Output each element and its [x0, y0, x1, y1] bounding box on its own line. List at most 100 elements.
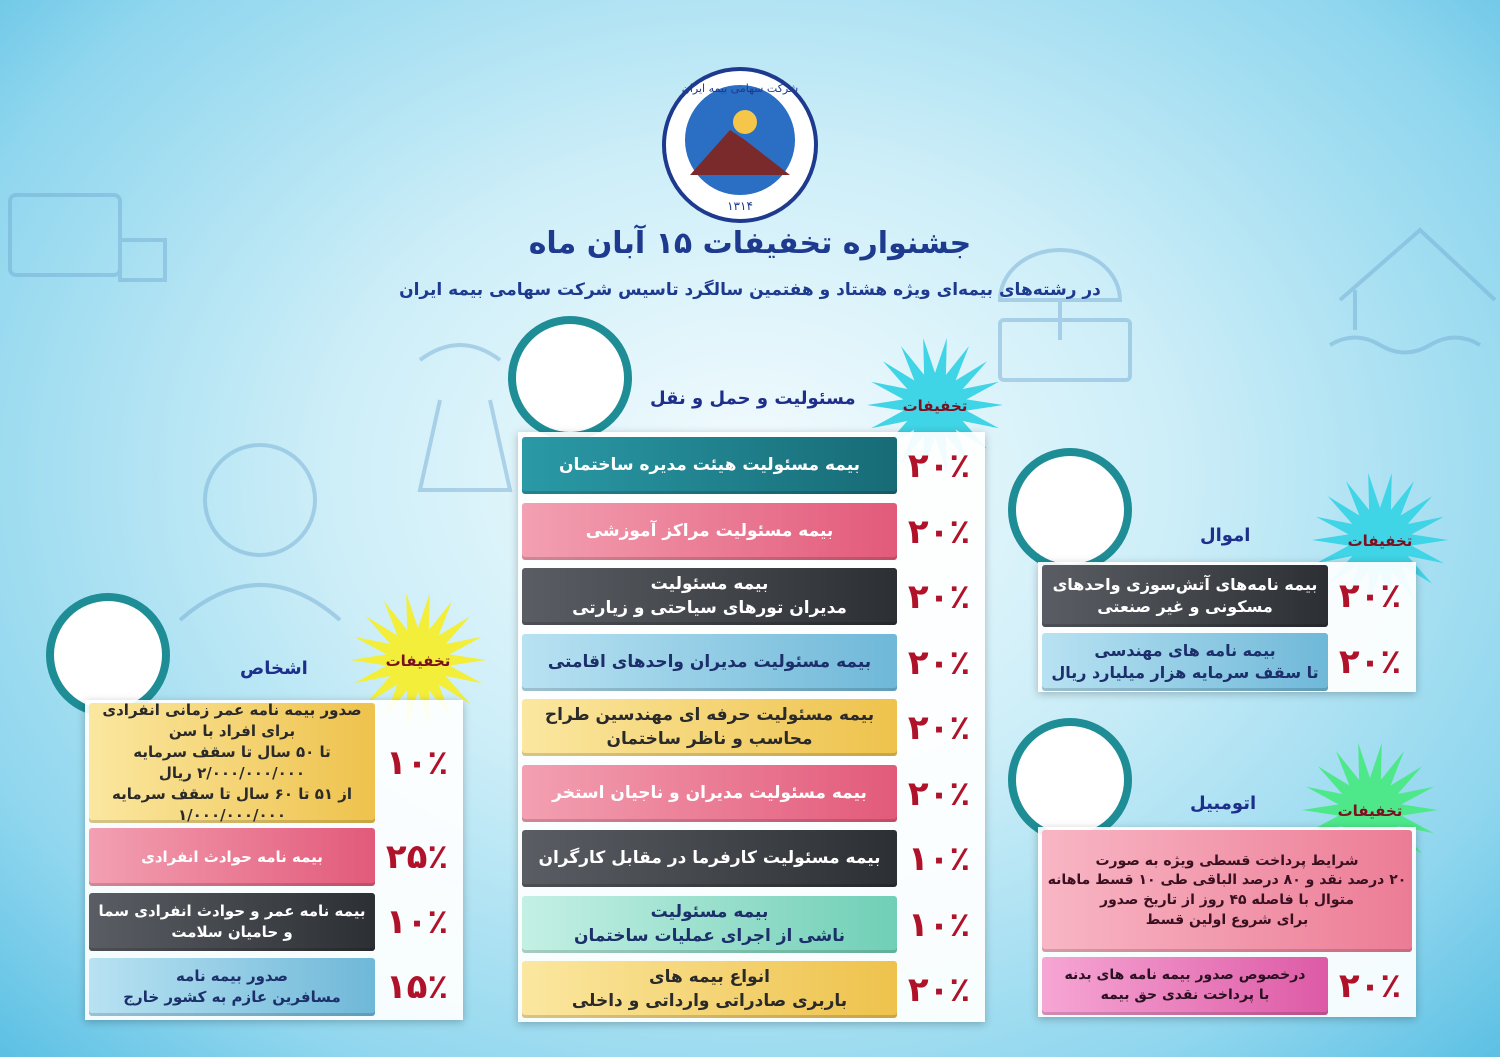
section-heading: اشخاص [240, 658, 308, 679]
item-discount: ۲۰٪ [907, 969, 971, 1010]
item-bar: بیمه مسئولیت مدیران واحدهای اقامتی [522, 634, 897, 691]
item-bar: بیمه نامه‌های آتش‌سوزی واحدهای مسکونی و غ… [1042, 565, 1328, 627]
logo-year: ۱۳۱۴ [727, 199, 753, 213]
logo-sun [733, 110, 757, 134]
section-icon [1008, 718, 1132, 842]
section-icon [1008, 448, 1132, 572]
item-text: بیمه نامه حوادث انفرادی [141, 847, 323, 866]
item-row: بیمه مسئولیت هیئت مدیره ساختمان ۲۰٪ [522, 437, 981, 494]
badge-star [867, 338, 1003, 472]
item-bar: بیمه مسئولیت هیئت مدیره ساختمان [522, 437, 897, 494]
section-panel: صدور بیمه نامه عمر زمانی انفرادی برای اف… [85, 700, 463, 1020]
item-discount: ۱۰٪ [385, 902, 449, 942]
item-text: صدور بیمه نامه [175, 967, 289, 985]
item-row: انواع بیمه های باربری صادراتی وارداتی و د… [522, 961, 981, 1018]
item-row: بیمه مسئولیت ناشی از اجرای عملیات ساختمان… [522, 896, 981, 953]
logo-mountain [690, 130, 790, 175]
badge-text: تخفیفات [1348, 532, 1413, 550]
item-text: مسکونی و غیر صنعتی [1097, 597, 1273, 616]
item-discount: ۱۰٪ [907, 838, 971, 879]
item-text: ناشی از اجرای عملیات ساختمان [574, 925, 845, 946]
item-bar: انواع بیمه های باربری صادراتی وارداتی و د… [522, 961, 897, 1018]
section-panel: بیمه نامه‌های آتش‌سوزی واحدهای مسکونی و غ… [1038, 562, 1416, 692]
item-row: بیمه مسئولیت مدیران تورهای سیاحتی و زیارت… [522, 568, 981, 625]
section-panel: شرایط پرداخت قسطی ویژه به صورت ۲۰ درصد نق… [1038, 827, 1416, 1017]
item-discount: ۲۰٪ [1338, 576, 1402, 616]
item-text: و حامیان سلامت [171, 923, 293, 941]
item-text: بیمه نامه عمر و حوادث انفرادی سما [98, 902, 366, 920]
item-discount: ۲۰٪ [1338, 642, 1402, 682]
item-text: بیمه مسئولیت [650, 573, 769, 594]
item-text: برای شروع اولین قسط [1145, 911, 1309, 928]
item-row: بیمه نامه های مهندسی تا سقف سرمایه هزار م… [1042, 633, 1412, 691]
logo-name: شرکت سهامی بیمه ایران [682, 82, 798, 95]
item-row: درخصوص صدور بیمه نامه های بدنه با پرداخت … [1042, 957, 1412, 1015]
item-text: مدیران تورهای سیاحتی و زیارتی [572, 597, 847, 618]
item-discount: ۱۰٪ [907, 904, 971, 945]
item-bar: بیمه نامه های مهندسی تا سقف سرمایه هزار م… [1042, 633, 1328, 691]
item-bar: بیمه مسئولیت مدیران تورهای سیاحتی و زیارت… [522, 568, 897, 625]
item-text: بیمه نامه‌های آتش‌سوزی واحدهای [1052, 574, 1318, 594]
item-row: بیمه مسئولیت مراکز آموزشی ۲۰٪ [522, 503, 981, 560]
item-row: بیمه مسئولیت مدیران و ناجیان استخر ۲۰٪ [522, 765, 981, 822]
item-row: بیمه نامه حوادث انفرادی ۲۵٪ [89, 828, 459, 886]
item-text: از ۵۱ تا ۶۰ سال تا سقف سرمایه ۱/۰۰۰/۰۰۰/… [111, 785, 353, 824]
badge-star [1302, 743, 1438, 877]
item-text: بیمه مسئولیت مدیران واحدهای اقامتی [547, 651, 872, 672]
item-text: تا سقف سرمایه هزار میلیارد ریال [1051, 663, 1319, 682]
item-text: ۲۰ درصد نقد و ۸۰ درصد الباقی طی ۱۰ قسط م… [1047, 872, 1407, 889]
item-text: باربری صادراتی وارداتی و داخلی [571, 990, 848, 1011]
title: جشنواره تخفیفات ۱۵ آبان ماه [528, 226, 972, 261]
item-row: صدور بیمه نامه مسافرین عازم به کشور خارج ۱… [89, 958, 459, 1016]
item-bar: بیمه نامه حوادث انفرادی [89, 828, 375, 886]
section-icon [508, 316, 632, 440]
item-text: بیمه مسئولیت هیئت مدیره ساختمان [558, 454, 861, 475]
item-row: بیمه نامه‌های آتش‌سوزی واحدهای مسکونی و غ… [1042, 565, 1412, 627]
item-bar: بیمه مسئولیت ناشی از اجرای عملیات ساختمان [522, 896, 897, 953]
section-heading: اتومبیل [1190, 793, 1257, 814]
item-text: با پرداخت نقدی حق بیمه [1100, 987, 1270, 1003]
item-text: درخصوص صدور بیمه نامه های بدنه [1064, 967, 1306, 984]
item-discount: ۲۰٪ [907, 773, 971, 814]
item-row: شرایط پرداخت قسطی ویژه به صورت ۲۰ درصد نق… [1042, 830, 1412, 952]
item-bar: صدور بیمه نامه مسافرین عازم به کشور خارج [89, 958, 375, 1016]
item-text: محاسب و ناظر ساختمان [606, 728, 813, 749]
subtitle: در رشته‌های بیمه‌ای ویژه هشتاد و هفتمین … [399, 280, 1101, 300]
item-text: بیمه نامه های مهندسی [1094, 640, 1276, 660]
badge-text: تخفیفات [386, 652, 451, 670]
item-text: بیمه مسئولیت کارفرما در مقابل کارگران [538, 847, 881, 868]
badge-text: تخفیفات [903, 397, 968, 415]
item-bar: بیمه مسئولیت کارفرما در مقابل کارگران [522, 830, 897, 887]
item-bar: بیمه مسئولیت مدیران و ناجیان استخر [522, 765, 897, 822]
item-text: بیمه مسئولیت مراکز آموزشی [585, 520, 834, 541]
item-bar: بیمه نامه عمر و حوادث انفرادی سما و حامیا… [89, 893, 375, 951]
item-text: بیمه مسئولیت [650, 901, 769, 922]
item-text: صدور بیمه نامه عمر زمانی انفرادی برای اف… [102, 701, 362, 740]
badge-star [350, 593, 486, 727]
item-bar: بیمه مسئولیت مراکز آموزشی [522, 503, 897, 560]
section-heading: مسئولیت و حمل و نقل [650, 388, 856, 409]
item-bar: شرایط پرداخت قسطی ویژه به صورت ۲۰ درصد نق… [1042, 830, 1412, 952]
item-text: انواع بیمه های [649, 966, 770, 987]
item-row: بیمه مسئولیت مدیران واحدهای اقامتی ۲۰٪ [522, 634, 981, 691]
item-discount: ۱۵٪ [385, 967, 449, 1007]
item-bar: درخصوص صدور بیمه نامه های بدنه با پرداخت … [1042, 957, 1328, 1015]
item-bar: صدور بیمه نامه عمر زمانی انفرادی برای اف… [89, 701, 375, 824]
item-text: بیمه مسئولیت مدیران و ناجیان استخر [552, 782, 867, 803]
item-text: تا ۵۰ سال تا سقف سرمایه ۲/۰۰۰/۰۰۰/۰۰۰ ری… [133, 743, 331, 782]
badge-text: تخفیفات [1338, 802, 1403, 820]
section-heading: اموال [1200, 525, 1251, 546]
item-text: مسافرین عازم به کشور خارج [123, 988, 341, 1006]
item-discount: ۲۰٪ [907, 642, 971, 683]
item-row: بیمه نامه عمر و حوادث انفرادی سما و حامیا… [89, 893, 459, 951]
item-row: بیمه مسئولیت حرفه ای مهندسین طراح محاسب و… [522, 699, 981, 756]
section-icon [46, 593, 170, 717]
item-row: بیمه مسئولیت کارفرما در مقابل کارگران ۱۰٪ [522, 830, 981, 887]
item-discount: ۲۵٪ [385, 837, 449, 877]
item-bar: بیمه مسئولیت حرفه ای مهندسین طراح محاسب و… [522, 699, 897, 756]
item-discount: ۲۰٪ [1338, 966, 1402, 1006]
item-row: صدور بیمه نامه عمر زمانی انفرادی برای اف… [89, 701, 459, 824]
item-discount: ۲۰٪ [907, 576, 971, 617]
item-text: شرایط پرداخت قسطی ویژه به صورت [1095, 852, 1359, 869]
item-discount: ۲۰٪ [907, 707, 971, 748]
